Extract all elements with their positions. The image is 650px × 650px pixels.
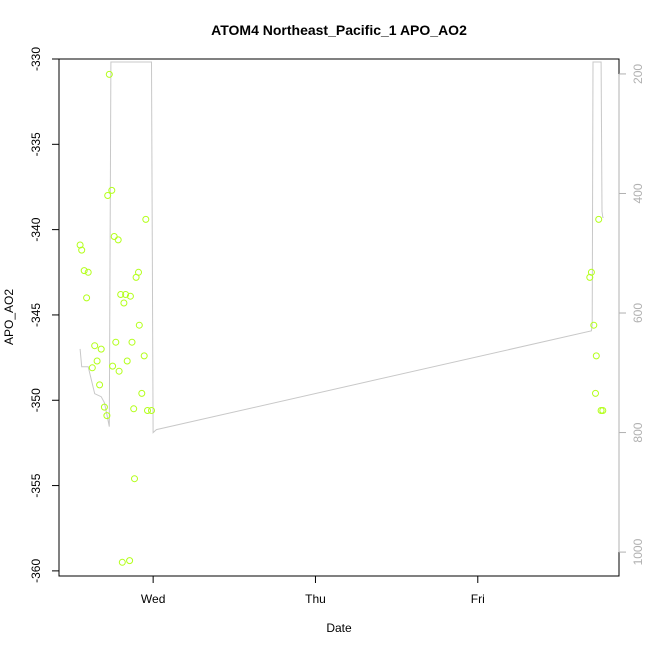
y-tick-label: -355 [29,473,43,497]
data-point [140,352,148,360]
data-point [88,364,96,372]
data-point [126,557,134,565]
y2-tick-label: 400 [631,183,645,203]
x-tick-label: Thu [305,592,326,606]
data-point [103,412,111,420]
y2-tick-label: 800 [631,422,645,442]
trace-line [79,61,604,434]
y-tick-label: -335 [29,132,43,156]
data-point [96,381,104,389]
data-point [599,407,607,414]
points-layer [76,70,607,566]
y-axis-label: APO_AO2 [2,289,16,345]
data-point [114,236,122,244]
data-point [112,338,120,346]
y2-tick-label: 200 [631,64,645,84]
data-point [135,321,143,329]
data-point [93,357,101,365]
x-tick-label: Wed [141,592,165,606]
data-point [100,403,108,411]
data-point [135,268,142,276]
data-point [91,342,99,350]
data-point [592,352,600,360]
data-point [109,362,117,370]
x-tick-label: Fri [471,592,485,606]
data-point [138,389,146,397]
data-point [120,299,128,307]
data-point [118,558,126,566]
data-point [108,186,116,194]
data-point [105,70,113,78]
data-point [80,267,88,275]
chart-title: ATOM4 Northeast_Pacific_1 APO_AO2 [211,22,467,38]
data-point [126,292,134,300]
data-point [83,294,91,302]
data-point [128,338,136,346]
y-tick-label: -340 [29,217,43,241]
data-point [117,291,125,298]
data-point [142,215,150,223]
data-point [115,367,123,375]
y-tick-label: -350 [29,388,43,412]
data-point [131,475,138,483]
data-point [590,321,598,329]
y-axis: -330 -335 -340 -345 -350 -355 -360 [29,47,60,583]
data-point [144,407,151,414]
y2-tick-label: 1000 [631,538,645,565]
data-point [104,192,112,199]
data-point [148,407,155,414]
data-point [84,268,92,276]
y2-tick-label: 600 [631,303,645,323]
data-point [122,291,130,298]
y-tick-label: -345 [29,303,43,327]
data-point [592,389,599,397]
data-point [110,233,118,240]
data-point [97,345,105,353]
plot-frame [58,58,620,577]
data-point [123,357,131,365]
data-point [595,215,603,223]
trace-layer [79,61,604,434]
data-point [130,405,138,413]
y2-axis: 200 400 600 800 1000 [618,64,645,565]
data-point [78,246,86,254]
x-axis-label: Date [326,621,352,635]
x-axis: Wed Thu Fri [141,575,485,606]
y-tick-label: -330 [29,47,43,71]
y-tick-label: -360 [29,559,43,583]
data-point [587,268,595,276]
